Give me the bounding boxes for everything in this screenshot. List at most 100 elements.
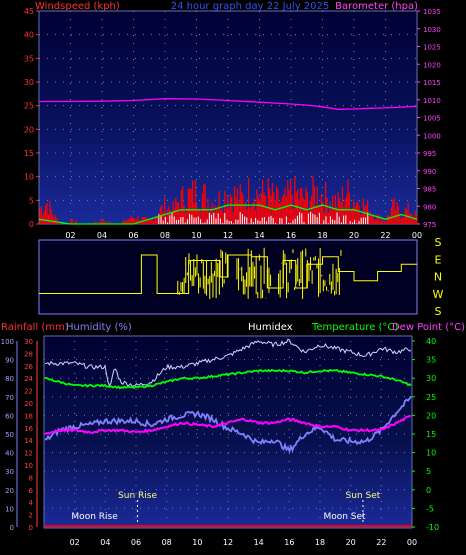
windspeed-tick-label: 15 [24, 149, 34, 158]
wind-direction-label: E [435, 253, 442, 266]
barometer-tick-label: 990 [423, 168, 436, 176]
humidity-tick-label: 50 [5, 431, 14, 439]
x-tick-label: 18 [317, 231, 327, 240]
temperature-tick-label: 15 [426, 430, 436, 439]
x-tick-label: 22 [380, 231, 390, 240]
moon-set-label: Moon Set [323, 512, 366, 522]
windspeed-axis: 0 5 10 15 20 25 30 35 40 45 [24, 7, 39, 229]
x-tick-label: 14 [254, 538, 264, 547]
x-tick-label: 08 [160, 231, 170, 240]
rainfall-tick-label: 0 [29, 524, 33, 532]
temperature-tick-label: 0 [426, 486, 431, 495]
wind-direction-line [39, 254, 417, 294]
humidex-legend: Humidex [248, 322, 293, 333]
rainfall-tick-label: 22 [24, 388, 33, 396]
windspeed-tick-label: 5 [29, 196, 34, 205]
temperature-axis-title: Temperature (°C) [311, 322, 398, 333]
humidity-tick-label: 40 [5, 450, 14, 458]
rainfall-tick-label: 24 [24, 375, 33, 383]
barometer-tick-label: 1005 [423, 115, 441, 123]
humidity-tick-label: 90 [5, 357, 14, 365]
x-tick-label: 12 [223, 538, 233, 547]
rainfall-tick-label: 10 [24, 462, 33, 470]
temperature-panel-grid [44, 341, 412, 527]
sun-moon-annotations: Sun Rise Sun Set Moon Rise Moon Set [71, 491, 381, 527]
humidity-tick-label: 60 [5, 412, 14, 420]
barometer-tick-label: 1020 [423, 61, 441, 69]
humidity-tick-label: 80 [5, 375, 14, 383]
temperature-tick-label: 10 [426, 449, 436, 458]
x-tick-label: 12 [223, 231, 233, 240]
x-tick-label: 16 [286, 231, 296, 240]
sun-set-label: Sun Set [346, 491, 381, 501]
rainfall-tick-label: 28 [24, 350, 33, 358]
windspeed-tick-label: 20 [24, 125, 34, 134]
temperature-tick-label: 35 [426, 356, 436, 365]
windspeed-tick-label: 25 [24, 102, 34, 111]
rainfall-tick-label: 16 [24, 425, 33, 433]
wind-panel [38, 10, 418, 225]
x-tick-label: 18 [315, 538, 325, 547]
temperature-line [44, 368, 412, 390]
wind-direction-series [39, 247, 417, 299]
barometer-axis-title: Barometer (hpa) [335, 1, 418, 12]
x-tick-label: 02 [65, 231, 75, 240]
x-tick-label: 04 [97, 231, 107, 240]
x-tick-label: 06 [131, 538, 141, 547]
rainfall-tick-label: 8 [29, 474, 33, 482]
x-tick-label: 00 [412, 231, 422, 240]
dewpoint-axis-title: Dew Point (°C) [392, 322, 465, 333]
barometer-tick-label: 1010 [423, 97, 441, 105]
wind-direction-label: W [433, 288, 444, 301]
x-tick-label: 20 [349, 231, 359, 240]
wind-average-line [38, 204, 418, 225]
humidex-line [44, 338, 412, 388]
temperature-tick-label: -5 [426, 504, 434, 513]
windspeed-axis-title: Windspeed (kph) [35, 1, 120, 12]
temperature-tick-label: 40 [426, 337, 436, 346]
barometer-tick-label: 975 [423, 221, 436, 229]
moon-rise-label: Moon Rise [71, 512, 118, 522]
rainfall-tick-label: 20 [24, 400, 33, 408]
temperature-axis: -10 -5 0 5 10 15 20 25 30 35 40 [412, 337, 439, 532]
humidity-tick-label: 10 [5, 505, 14, 513]
barometer-tick-label: 1025 [423, 44, 441, 52]
windspeed-tick-label: 45 [24, 7, 34, 16]
barometer-line [39, 98, 418, 110]
wind-panel-x-axis: 02 04 06 08 10 12 14 16 18 20 22 00 [65, 231, 422, 240]
chart-title: 24 hour graph day 22 July 2025 [171, 1, 330, 12]
barometer-tick-label: 985 [423, 186, 436, 194]
humidity-tick-label: 100 [1, 338, 14, 346]
rainfall-tick-label: 2 [29, 512, 33, 520]
humidity-axis: 0 10 20 30 40 50 60 70 80 90 100 [1, 338, 18, 532]
humidity-tick-label: 0 [10, 524, 14, 532]
barometer-tick-label: 1015 [423, 79, 441, 87]
temperature-tick-label: 25 [426, 393, 436, 402]
x-tick-label: 16 [284, 538, 294, 547]
dewpoint-line [44, 414, 412, 436]
barometer-tick-label: 1000 [423, 132, 441, 140]
rainfall-tick-label: 4 [29, 499, 34, 507]
rainfall-tick-label: 26 [24, 363, 33, 371]
windspeed-tick-label: 40 [24, 31, 34, 40]
rainfall-axis-title: Rainfall (mm) [1, 322, 69, 333]
x-tick-label: 20 [346, 538, 356, 547]
humidity-line [44, 395, 412, 454]
wind-direction-label: S [435, 305, 442, 318]
humidity-tick-label: 20 [5, 487, 14, 495]
rainfall-tick-label: 12 [24, 450, 33, 458]
x-tick-label: 02 [70, 538, 80, 547]
temperature-tick-label: -10 [426, 523, 439, 532]
barometer-tick-label: 980 [423, 203, 436, 211]
temperature-tick-label: 30 [426, 374, 436, 383]
windspeed-tick-label: 30 [24, 78, 34, 87]
rainfall-tick-label: 6 [29, 487, 34, 495]
humidity-tick-label: 30 [5, 468, 14, 476]
wind-panel-series [38, 98, 418, 225]
rainfall-tick-label: 30 [24, 338, 33, 346]
sun-rise-label: Sun Rise [118, 491, 157, 501]
rainfall-tick-label: 14 [24, 437, 33, 445]
x-tick-label: 14 [254, 231, 264, 240]
